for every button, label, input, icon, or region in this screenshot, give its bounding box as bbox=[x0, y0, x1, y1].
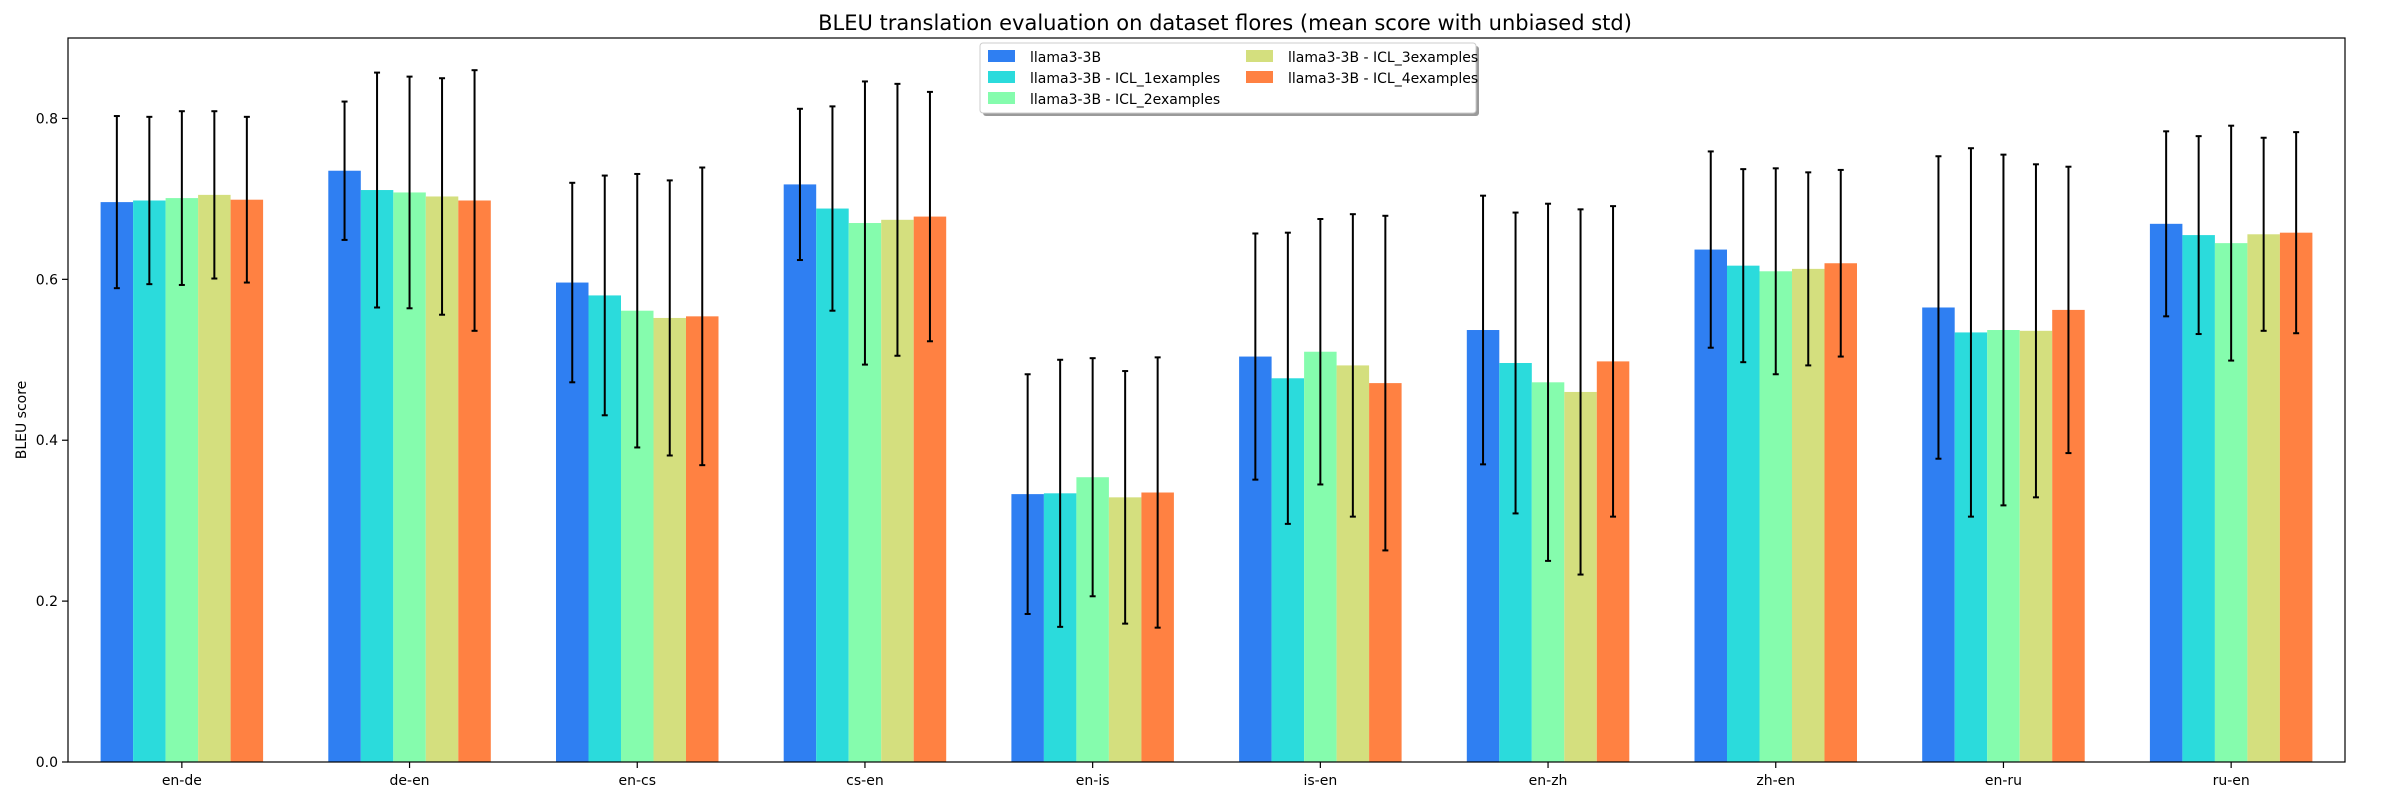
x-tick-label-en-zh: en-zh bbox=[1529, 773, 1568, 789]
bar-cs-en-series-1 bbox=[783, 184, 817, 763]
legend-label-5: llama3-3B - ICL_4examples bbox=[1288, 71, 1478, 87]
y-tick-label-4: 0.8 bbox=[36, 111, 58, 127]
bar-de-en-series-1 bbox=[328, 170, 361, 762]
chart-title: BLEU translation evaluation on dataset f… bbox=[818, 11, 1632, 35]
legend-swatch-4 bbox=[1246, 50, 1273, 62]
legend: llama3-3B llama3-3B - ICL_1examples llama3… bbox=[979, 42, 1479, 116]
x-tick-label-is-en: is-en bbox=[1303, 773, 1337, 789]
x-tick-label-en-is: en-is bbox=[1076, 773, 1110, 789]
legend-label-4: llama3-3B - ICL_3examples bbox=[1288, 50, 1478, 66]
y-tick-label-1: 0.2 bbox=[36, 594, 58, 610]
x-tick-label-en-ru: en-ru bbox=[1985, 773, 2022, 789]
legend-swatch-1 bbox=[988, 50, 1015, 62]
x-tick-label-de-en: de-en bbox=[390, 773, 430, 789]
x-tick-label-zh-en: zh-en bbox=[1756, 773, 1795, 789]
x-tick-label-cs-en: cs-en bbox=[846, 773, 884, 789]
legend-box bbox=[979, 42, 1477, 114]
x-tick-label-en-cs: en-cs bbox=[618, 773, 656, 789]
bar-en-de-series-3 bbox=[165, 198, 199, 762]
x-tick-label-ru-en: ru-en bbox=[2213, 773, 2250, 789]
y-axis-label: BLEU score bbox=[14, 381, 30, 460]
legend-swatch-3 bbox=[988, 92, 1015, 104]
bar-en-de-series-1 bbox=[100, 202, 134, 762]
y-tick-label-2: 0.4 bbox=[36, 433, 58, 449]
y-tick-label-0: 0.0 bbox=[36, 755, 58, 771]
series-2 bbox=[133, 71, 2215, 763]
y-tick-label-3: 0.6 bbox=[36, 272, 58, 288]
bar-en-de-series-2 bbox=[133, 200, 166, 762]
series-3 bbox=[165, 75, 2248, 763]
legend-label-1: llama3-3B bbox=[1030, 50, 1101, 66]
bar-en-de-series-4 bbox=[198, 194, 231, 762]
series-4 bbox=[198, 77, 2280, 763]
legend-label-2: llama3-3B - ICL_1examples bbox=[1030, 71, 1220, 87]
legend-swatch-5 bbox=[1246, 71, 1273, 83]
series-1 bbox=[100, 100, 2183, 763]
legend-label-3: llama3-3B - ICL_2examples bbox=[1030, 92, 1220, 108]
legend-swatch-2 bbox=[988, 71, 1015, 83]
series-5 bbox=[230, 69, 2313, 763]
plot-frame bbox=[67, 37, 2346, 763]
plot-area: 0.0 0.2 0.4 0.6 0.8 en-de de-en en-cs cs-en en-is… bbox=[36, 37, 2346, 789]
x-tick-label-en-de: en-de bbox=[162, 773, 202, 789]
bar-en-de-series-5 bbox=[230, 199, 264, 762]
